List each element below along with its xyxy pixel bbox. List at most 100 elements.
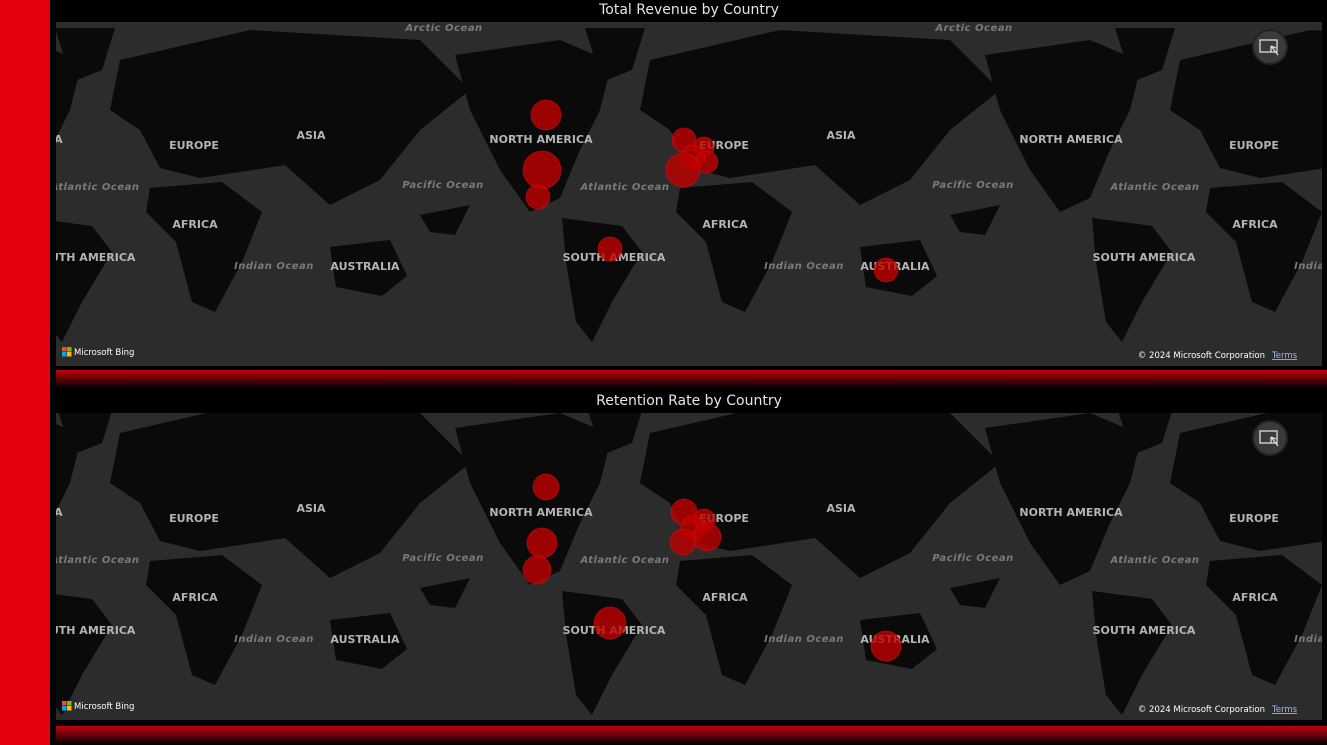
button-icon xyxy=(1259,39,1278,53)
ocean-label: Atlantic Ocean xyxy=(1110,555,1200,566)
logo-square xyxy=(67,701,72,706)
continent-label: AUSTRALIA xyxy=(330,260,400,273)
land xyxy=(420,578,470,608)
land xyxy=(1115,28,1175,82)
land xyxy=(1206,182,1322,312)
land xyxy=(56,594,112,715)
continent-label: NORTH AMERICA xyxy=(1019,133,1123,146)
continent-label: AFRICA xyxy=(702,591,748,604)
land xyxy=(146,182,262,312)
land xyxy=(1092,591,1172,715)
land xyxy=(330,240,407,296)
land xyxy=(860,240,937,296)
land xyxy=(585,28,645,82)
land xyxy=(1118,413,1172,455)
ocean-label: Atlantic Ocean xyxy=(580,182,670,193)
ocean-label: Atlantic Ocean xyxy=(580,555,670,566)
land xyxy=(588,413,642,455)
ocean-label: Atlantic Ocean xyxy=(50,182,140,193)
continent-label: ASIA xyxy=(826,129,856,142)
divider xyxy=(56,726,1327,745)
land xyxy=(985,413,1142,585)
land xyxy=(110,30,470,205)
focus-mode-button[interactable] xyxy=(1252,420,1288,456)
ocean-label: Atlantic Ocean xyxy=(1110,182,1200,193)
map: Arctic Ocean ASIA EUROPE NORTH AMERICA Atlan… xyxy=(33,23,1327,342)
continent-label: AFRICA xyxy=(172,591,218,604)
land xyxy=(146,555,262,685)
land xyxy=(950,205,1000,235)
continent-label: NORTH AMERICA xyxy=(1019,506,1123,519)
land xyxy=(455,413,612,585)
continent-label: AFRICA xyxy=(1232,591,1278,604)
panel-title: Retention Rate by Country xyxy=(596,393,782,409)
land xyxy=(676,555,792,685)
land xyxy=(455,40,612,212)
attribution: Microsoft Bing xyxy=(74,348,134,358)
continent-label: NORTH AMERICA xyxy=(0,506,63,519)
ocean-label: Indian Ocean xyxy=(234,634,314,645)
continent-label: AFRICA xyxy=(172,218,218,231)
bing-logo xyxy=(62,701,72,711)
bubble xyxy=(870,630,902,662)
bubble xyxy=(597,236,623,262)
ocean-label: Arctic Ocean xyxy=(934,23,1012,34)
continent-label: EUROPE xyxy=(1229,139,1279,152)
ocean-label: Pacific Ocean xyxy=(402,180,484,191)
land xyxy=(56,221,112,342)
land xyxy=(420,205,470,235)
land xyxy=(640,413,1000,578)
bubble xyxy=(525,184,551,210)
continent-label: NORTH AMERICA xyxy=(489,133,593,146)
button-icon xyxy=(1270,45,1279,56)
continent-label: SOUTH AMERICA xyxy=(33,624,136,637)
ocean-label: Pacific Ocean xyxy=(402,553,484,564)
land xyxy=(110,413,470,578)
bubble xyxy=(532,473,560,501)
land xyxy=(640,30,1000,205)
continent-label: ASIA xyxy=(296,129,326,142)
button-icon xyxy=(1259,430,1278,444)
button-circle xyxy=(1252,420,1288,456)
ocean-label: Pacific Ocean xyxy=(932,180,1014,191)
button-circle xyxy=(1252,29,1288,65)
land xyxy=(58,413,112,455)
bubble xyxy=(669,528,697,556)
continent-label: AUSTRALIA xyxy=(330,633,400,646)
bubble xyxy=(522,555,552,585)
ocean-label: Indian Ocean xyxy=(1294,634,1327,645)
ocean-label: Indian Ocean xyxy=(1294,261,1327,272)
continent-label: EUROPE xyxy=(169,512,219,525)
bubble xyxy=(593,606,627,640)
continent-label: NORTH AMERICA xyxy=(489,506,593,519)
bubble xyxy=(692,522,722,552)
bubble xyxy=(873,257,899,283)
logo-square xyxy=(62,706,67,711)
logo-square xyxy=(62,352,67,357)
continent-label: ASIA xyxy=(296,502,326,515)
continent-label: EUROPE xyxy=(1229,512,1279,525)
continent-label: ASIA xyxy=(826,502,856,515)
terms-link[interactable]: Terms xyxy=(1271,705,1298,715)
ocean-label: Indian Ocean xyxy=(764,634,844,645)
land xyxy=(1206,555,1322,685)
copyright: © 2024 Microsoft Corporation xyxy=(1138,351,1265,361)
divider xyxy=(56,370,1327,388)
continent-label: SOUTH AMERICA xyxy=(33,251,136,264)
land xyxy=(330,613,407,669)
logo-square xyxy=(67,352,72,357)
panel-title: Total Revenue by Country xyxy=(598,2,779,18)
land xyxy=(676,182,792,312)
ocean-label: Pacific Ocean xyxy=(932,553,1014,564)
ocean-label: Arctic Ocean xyxy=(934,396,1012,407)
terms-link[interactable]: Terms xyxy=(1271,351,1298,361)
focus-mode-button[interactable] xyxy=(1252,29,1288,65)
land xyxy=(1170,30,1322,178)
sidebar xyxy=(0,0,50,745)
ocean-label: Indian Ocean xyxy=(234,261,314,272)
bubble xyxy=(530,99,562,131)
logo-square xyxy=(62,701,67,706)
bubble xyxy=(665,152,701,188)
land xyxy=(950,578,1000,608)
